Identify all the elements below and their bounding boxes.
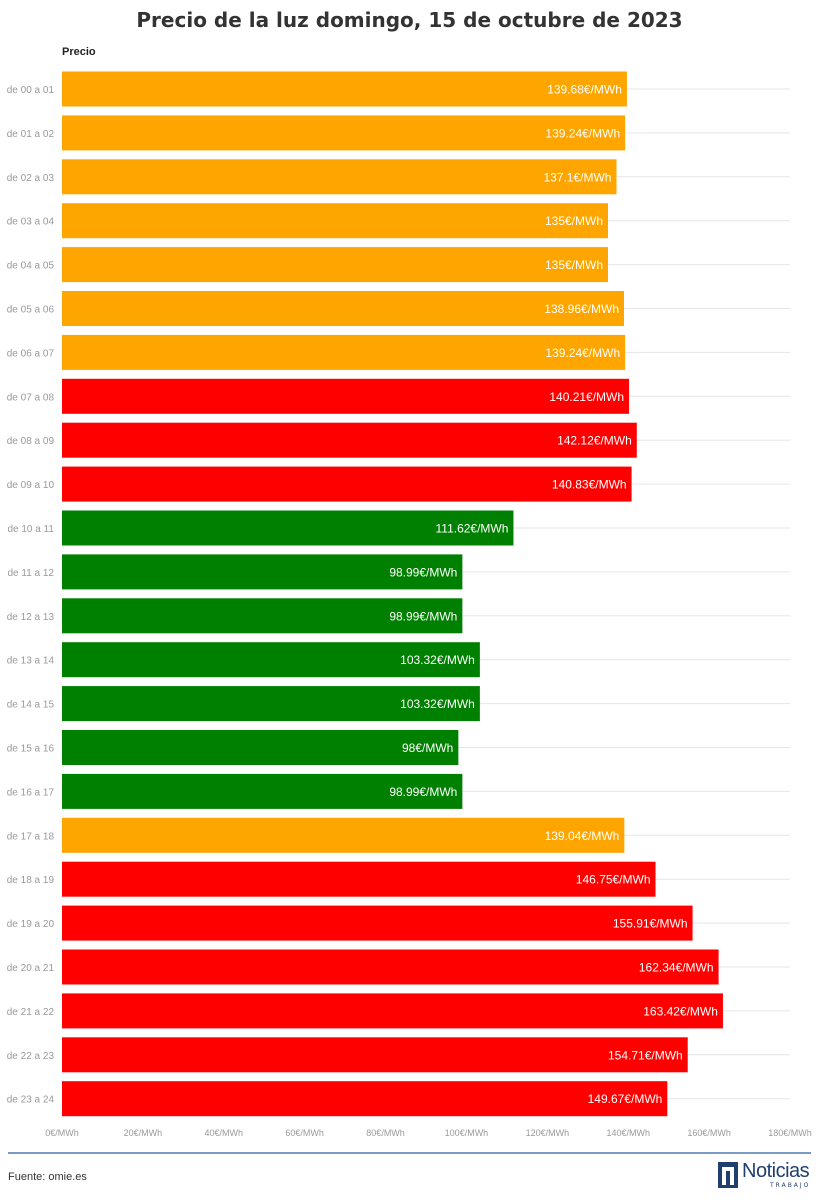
data-label: 103.32€/MWh [400, 697, 475, 711]
bar [62, 510, 514, 546]
x-tick-label: 140€/MWh [606, 1128, 650, 1138]
data-label: 155.91€/MWh [613, 917, 688, 931]
data-label: 103.32€/MWh [400, 653, 475, 667]
category-label: de 16 a 17 [7, 787, 55, 798]
category-label: de 13 a 14 [7, 656, 55, 667]
bar [62, 993, 723, 1029]
category-label: de 11 a 12 [7, 568, 54, 579]
data-label: 139.24€/MWh [545, 346, 620, 360]
data-label: 98.99€/MWh [389, 785, 457, 799]
bar-chart: de 00 a 01 139.68€/MWh de 01 a 02 139.24€/M… [7, 71, 812, 1138]
bar [62, 334, 626, 370]
bar [62, 598, 463, 634]
data-label: 140.21€/MWh [549, 390, 624, 404]
data-label: 98.99€/MWh [389, 565, 457, 579]
category-label: de 17 a 18 [7, 831, 55, 842]
data-label: 149.67€/MWh [588, 1092, 663, 1106]
logo-icon [718, 1162, 738, 1188]
data-label: 140.83€/MWh [552, 478, 627, 492]
data-label: 138.96€/MWh [544, 302, 619, 316]
data-label: 142.12€/MWh [557, 434, 632, 448]
bar [62, 949, 719, 985]
noticias-trabajo-logo: Noticias TRABAJO [718, 1160, 814, 1191]
category-label: de 12 a 13 [7, 612, 55, 623]
x-tick-label: 180€/MWh [768, 1128, 812, 1138]
data-label: 139.24€/MWh [545, 126, 620, 140]
x-tick-label: 100€/MWh [445, 1128, 489, 1138]
category-label: de 14 a 15 [7, 700, 55, 711]
data-label: 98.99€/MWh [389, 609, 457, 623]
category-label: de 15 a 16 [7, 744, 55, 755]
bar [62, 422, 637, 458]
bar [62, 159, 617, 195]
bar [62, 554, 463, 590]
category-label: de 00 a 01 [7, 85, 55, 96]
data-label: 163.42€/MWh [643, 1004, 718, 1018]
bar [62, 71, 627, 107]
bar [62, 291, 625, 326]
bar [62, 1037, 688, 1073]
category-label: de 18 a 19 [7, 875, 55, 886]
data-label: 139.04€/MWh [545, 829, 620, 843]
x-tick-label: 0€/MWh [45, 1128, 79, 1138]
data-label: 98€/MWh [402, 741, 453, 755]
bar [62, 642, 480, 678]
bar [62, 247, 608, 283]
category-label: de 05 a 06 [7, 305, 55, 316]
source-note: Fuente: omie.es [8, 1171, 87, 1183]
category-label: de 04 a 05 [7, 261, 55, 272]
series-label: Precio [62, 46, 96, 58]
bar [62, 905, 693, 941]
x-tick-label: 120€/MWh [526, 1128, 570, 1138]
logo-text: Noticias [742, 1160, 810, 1182]
chart-title: Precio de la luz domingo, 15 de octubre … [136, 8, 683, 32]
bar [62, 466, 632, 502]
data-label: 111.62€/MWh [436, 522, 509, 536]
category-label: de 20 a 21 [7, 963, 55, 974]
bar [62, 1081, 668, 1117]
category-label: de 19 a 20 [7, 919, 55, 930]
category-label: de 03 a 04 [7, 217, 55, 228]
data-label: 146.75€/MWh [576, 873, 651, 887]
bar [62, 730, 459, 765]
category-label: de 08 a 09 [7, 436, 55, 447]
category-label: de 02 a 03 [7, 173, 55, 184]
category-label: de 21 a 22 [7, 1007, 55, 1018]
bar [62, 817, 625, 853]
x-tick-label: 160€/MWh [687, 1128, 731, 1138]
data-label: 139.68€/MWh [547, 83, 622, 97]
category-label: de 10 a 11 [7, 524, 54, 535]
category-label: de 01 a 02 [7, 129, 55, 140]
bar [62, 203, 608, 239]
logo-subtext: TRABAJO [770, 1182, 811, 1189]
category-label: de 06 a 07 [7, 348, 55, 359]
bar [62, 861, 656, 897]
bar [62, 686, 480, 722]
bar [62, 773, 463, 809]
data-label: 137.1€/MWh [543, 170, 611, 184]
footer-divider [8, 1152, 811, 1154]
category-label: de 22 a 23 [7, 1051, 55, 1062]
x-tick-label: 80€/MWh [366, 1128, 405, 1138]
category-label: de 09 a 10 [7, 480, 55, 491]
x-tick-label: 60€/MWh [285, 1128, 324, 1138]
data-label: 162.34€/MWh [639, 961, 714, 975]
x-tick-label: 40€/MWh [205, 1128, 244, 1138]
data-label: 135€/MWh [545, 214, 603, 228]
bar [62, 378, 630, 414]
category-label: de 07 a 08 [7, 392, 55, 403]
bar [62, 115, 626, 151]
category-label: de 23 a 24 [7, 1095, 55, 1106]
x-tick-label: 20€/MWh [124, 1128, 163, 1138]
data-label: 154.71€/MWh [608, 1048, 683, 1062]
data-label: 135€/MWh [545, 258, 603, 272]
